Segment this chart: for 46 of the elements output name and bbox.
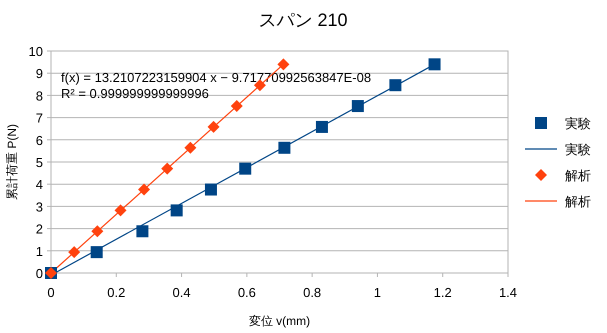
legend-label: 実験 <box>565 116 591 131</box>
point <box>428 58 441 70</box>
point <box>316 120 328 133</box>
y-tick-label: 3 <box>36 199 43 214</box>
y-tick-label: 0 <box>36 266 43 281</box>
legend-label: 実験 <box>565 142 591 157</box>
point <box>230 100 243 112</box>
x-tick-label: 0.2 <box>107 285 126 300</box>
point <box>161 162 174 175</box>
legend-label: 解析 <box>565 168 591 183</box>
point <box>204 184 217 196</box>
point <box>389 79 402 92</box>
point <box>114 204 127 216</box>
chart-title: スパン 210 <box>258 10 348 30</box>
x-tick-label: 0.8 <box>303 285 322 300</box>
point <box>277 58 290 70</box>
x-tick-label: 0 <box>47 285 55 300</box>
legend-label: 解析 <box>565 194 591 209</box>
x-tick-label: 1.4 <box>498 285 518 300</box>
point <box>352 100 364 112</box>
y-tick-label: 6 <box>36 132 43 148</box>
y-tick-label: 1 <box>36 244 43 259</box>
point <box>239 162 252 175</box>
x-tick-label: 1.2 <box>434 285 452 300</box>
point <box>138 184 150 196</box>
annotation: R² = 0.999999999999996 <box>61 86 209 101</box>
point <box>278 142 290 154</box>
point <box>68 246 80 258</box>
y-tick-label: 7 <box>36 110 43 126</box>
y-tick-label: 9 <box>36 66 43 82</box>
point <box>208 120 220 133</box>
y-tick-label: 5 <box>36 155 43 170</box>
x-tick-label: 1 <box>374 285 382 300</box>
point <box>136 225 148 238</box>
y-tick-label: 2 <box>36 222 43 237</box>
y-axis-title: 累計荷重 P(N) <box>5 124 19 200</box>
point <box>170 204 183 216</box>
point <box>184 142 196 154</box>
point <box>91 225 104 238</box>
point <box>90 246 103 258</box>
x-tick-label: 0.4 <box>172 285 191 300</box>
x-tick-label: 0.6 <box>238 285 256 300</box>
y-tick-label: 8 <box>36 88 43 104</box>
x-axis-title: 変位 v(mm) <box>248 314 310 328</box>
y-tick-label: 10 <box>28 44 43 59</box>
y-tick-label: 4 <box>36 177 43 192</box>
